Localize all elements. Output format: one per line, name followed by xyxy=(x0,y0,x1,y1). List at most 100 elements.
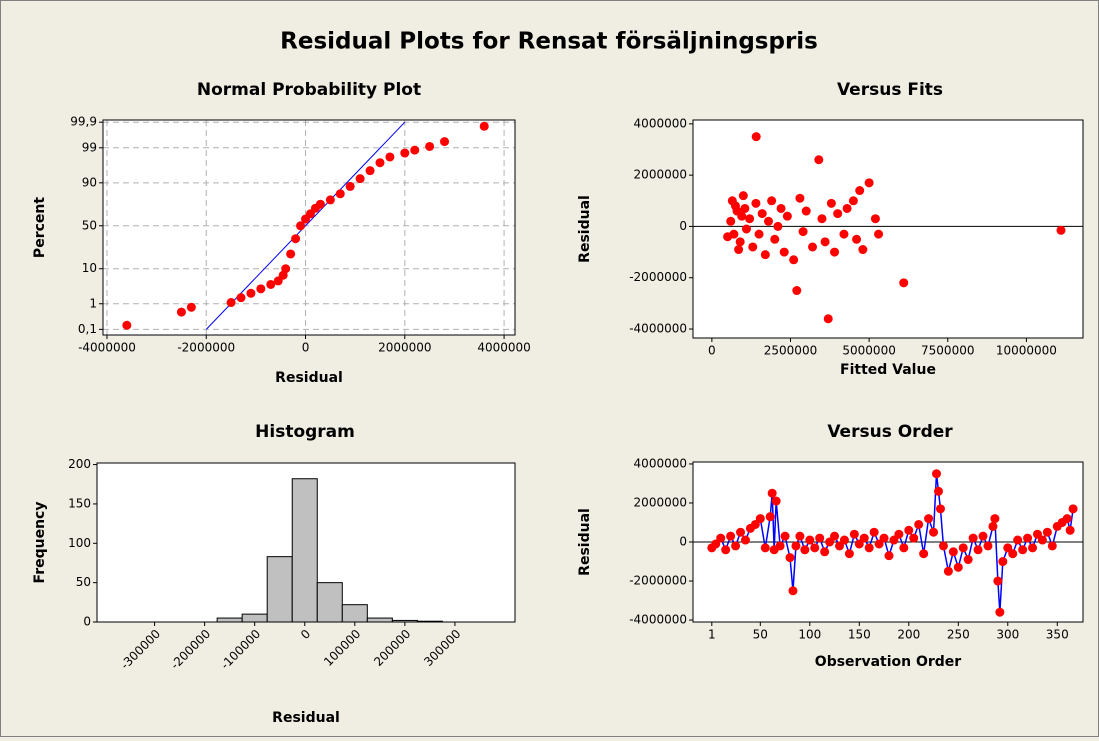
point xyxy=(849,529,859,539)
x-axis-label: Observation Order xyxy=(815,654,962,670)
point xyxy=(830,247,840,257)
point xyxy=(757,209,767,219)
bar xyxy=(216,617,243,623)
point xyxy=(884,551,894,561)
point xyxy=(963,555,973,565)
x-tick-label: 250 xyxy=(947,628,970,642)
point xyxy=(740,203,750,213)
panel-title: Versus Order xyxy=(827,422,953,442)
x-tick-label: 2000000 xyxy=(378,341,431,355)
point xyxy=(820,547,830,557)
point xyxy=(738,191,748,201)
point xyxy=(904,525,914,535)
point xyxy=(978,531,988,541)
point xyxy=(929,527,939,537)
point xyxy=(864,543,874,553)
y-tick-label: -2000000 xyxy=(629,574,687,588)
point xyxy=(246,288,256,298)
point xyxy=(842,203,852,213)
point xyxy=(805,535,815,545)
y-tick-label: 1 xyxy=(89,296,97,310)
bar xyxy=(366,617,393,623)
y-tick-label: 2000000 xyxy=(634,168,687,182)
point xyxy=(919,549,929,559)
bar xyxy=(266,556,293,623)
point xyxy=(748,242,758,252)
point xyxy=(983,541,993,551)
point xyxy=(735,237,745,247)
point xyxy=(751,132,761,142)
point xyxy=(767,488,777,498)
x-axis-label: Residual xyxy=(275,370,343,386)
point xyxy=(780,531,790,541)
point xyxy=(479,121,489,131)
point xyxy=(256,284,266,294)
y-tick-label: 99,9 xyxy=(70,115,97,129)
point xyxy=(995,607,1005,617)
point xyxy=(755,514,765,524)
y-tick-label: 0,1 xyxy=(78,322,97,336)
point xyxy=(760,543,770,553)
point xyxy=(932,469,942,479)
point xyxy=(763,216,773,226)
point xyxy=(410,145,420,155)
bar xyxy=(241,613,268,623)
point xyxy=(859,533,869,543)
point xyxy=(1062,514,1072,524)
bar xyxy=(341,604,368,623)
point xyxy=(176,307,186,317)
x-tick-label: 100 xyxy=(798,628,821,642)
point xyxy=(933,486,943,496)
point xyxy=(874,229,884,239)
point xyxy=(1068,504,1078,514)
point xyxy=(721,545,731,555)
point xyxy=(968,533,978,543)
point xyxy=(286,249,296,259)
point xyxy=(935,504,945,514)
point xyxy=(788,586,798,596)
point xyxy=(365,166,375,176)
point xyxy=(740,535,750,545)
point xyxy=(765,512,775,522)
point xyxy=(226,298,236,308)
plot-border xyxy=(96,462,516,623)
point xyxy=(924,514,934,524)
point xyxy=(834,541,844,551)
point xyxy=(776,203,786,213)
point xyxy=(1047,541,1057,551)
panel-title: Normal Probability Plot xyxy=(197,80,421,100)
point xyxy=(988,521,998,531)
point xyxy=(730,201,740,211)
bar xyxy=(291,478,318,623)
point xyxy=(798,227,808,237)
point xyxy=(990,514,1000,524)
point xyxy=(1028,543,1038,553)
point xyxy=(375,158,385,168)
main-title: Residual Plots for Rensat försäljningspr… xyxy=(280,29,818,55)
point xyxy=(953,562,963,572)
x-tick-label: 350 xyxy=(1046,628,1069,642)
point xyxy=(958,543,968,553)
point xyxy=(1065,525,1075,535)
point xyxy=(808,242,818,252)
point xyxy=(1013,535,1023,545)
point xyxy=(839,535,849,545)
x-tick-label: 2500000 xyxy=(764,344,817,358)
point xyxy=(789,255,799,265)
point xyxy=(731,541,741,551)
point xyxy=(855,186,865,196)
y-tick-label: 100 xyxy=(68,536,91,550)
point xyxy=(345,181,355,191)
point xyxy=(385,152,395,162)
plot-border xyxy=(102,119,516,336)
point xyxy=(823,314,833,324)
point xyxy=(870,214,880,224)
point xyxy=(938,541,948,551)
x-tick-label: 1 xyxy=(708,628,716,642)
point xyxy=(815,533,825,543)
point xyxy=(281,264,291,274)
y-tick-label: 150 xyxy=(68,496,91,510)
point xyxy=(767,196,777,206)
x-axis-label: Residual xyxy=(272,710,340,726)
y-tick-label: 0 xyxy=(83,615,91,629)
